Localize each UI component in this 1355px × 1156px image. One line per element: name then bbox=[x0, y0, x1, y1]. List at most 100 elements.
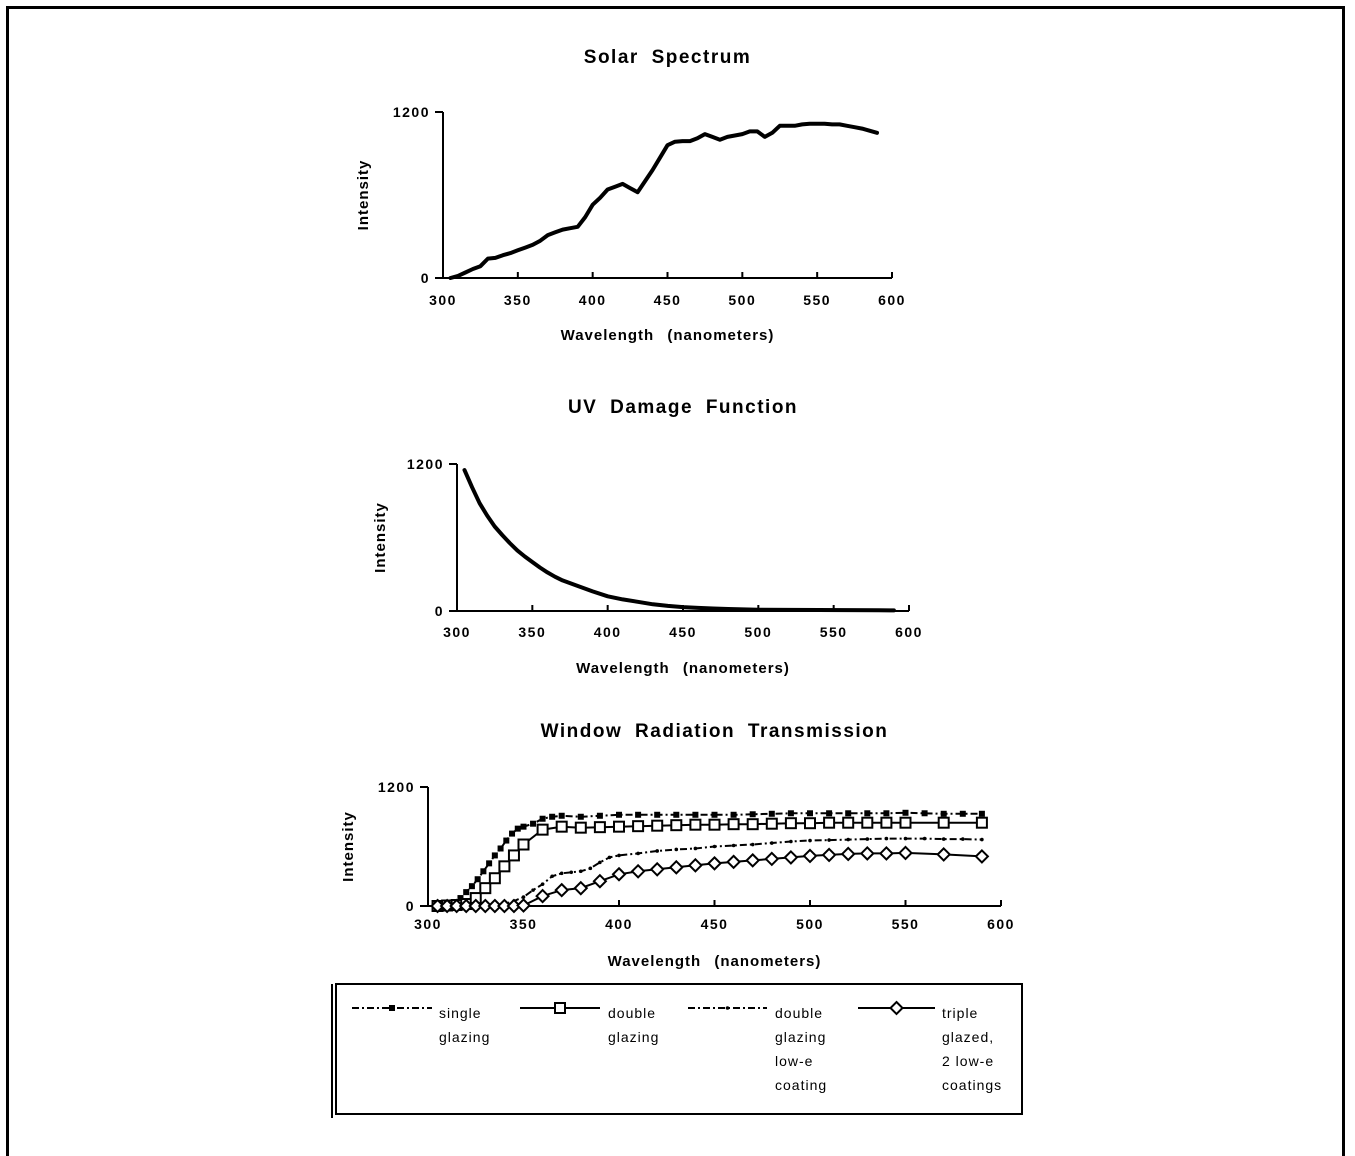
data-point bbox=[903, 836, 908, 841]
chart-1: Solar Spectrum 300 350 400 450 500 550 600 0 1200… bbox=[355, 47, 906, 344]
data-point bbox=[707, 855, 722, 871]
data-point bbox=[491, 852, 498, 859]
legend: single glazing double glazing double glazing l… bbox=[331, 983, 1023, 1118]
data-point bbox=[651, 819, 664, 832]
legend-swatch-marker bbox=[889, 1000, 904, 1016]
data-point bbox=[520, 823, 527, 830]
data-point bbox=[439, 898, 455, 914]
data-point bbox=[921, 810, 928, 817]
data-point bbox=[859, 846, 875, 861]
x-tick-label: 500 bbox=[796, 916, 824, 932]
y-tick-label: 1200 bbox=[393, 104, 430, 120]
data-point bbox=[880, 816, 893, 829]
legend-label: coatings bbox=[942, 1077, 1002, 1093]
data-point bbox=[458, 898, 474, 914]
data-point bbox=[940, 810, 947, 817]
data-point bbox=[503, 837, 510, 844]
data-point bbox=[535, 888, 551, 904]
x-tick-label: 300 bbox=[429, 292, 457, 308]
x-tick-label: 500 bbox=[744, 624, 772, 640]
chart-title: UV Damage Function bbox=[568, 397, 798, 418]
data-point bbox=[598, 860, 602, 865]
x-tick-label: 400 bbox=[605, 916, 633, 932]
data-point bbox=[975, 816, 988, 829]
data-point bbox=[765, 817, 778, 830]
data-point bbox=[613, 820, 625, 833]
data-point bbox=[516, 898, 531, 913]
data-point bbox=[898, 845, 913, 861]
data-point bbox=[692, 811, 699, 818]
data-point bbox=[509, 830, 516, 837]
x-axis-label: Wavelength (nanometers) bbox=[561, 327, 775, 344]
figure-frame bbox=[6, 6, 1345, 1156]
data-point bbox=[821, 847, 837, 863]
data-point bbox=[731, 843, 736, 848]
data-point bbox=[727, 818, 740, 831]
data-point bbox=[783, 849, 799, 865]
data-point bbox=[468, 883, 475, 890]
data-point bbox=[804, 817, 816, 830]
data-point bbox=[479, 882, 492, 895]
x-tick-label: 550 bbox=[820, 624, 848, 640]
data-point bbox=[689, 818, 702, 831]
legend-label: low-e bbox=[775, 1053, 813, 1069]
data-point bbox=[530, 820, 537, 827]
x-axis-label: Wavelength (nanometers) bbox=[608, 953, 822, 970]
data-point bbox=[569, 870, 574, 875]
data-point bbox=[750, 842, 755, 847]
x-tick-label: 500 bbox=[728, 292, 756, 308]
data-point bbox=[573, 880, 589, 896]
x-tick-label: 400 bbox=[594, 624, 622, 640]
legend-label: glazed, bbox=[942, 1029, 994, 1045]
x-tick-label: 350 bbox=[518, 624, 546, 640]
data-point bbox=[670, 819, 683, 832]
legend-item-1: single glazing bbox=[352, 1005, 489, 1045]
data-point bbox=[884, 836, 889, 841]
data-point bbox=[978, 810, 985, 817]
data-point bbox=[474, 876, 481, 883]
legend-label: coating bbox=[775, 1077, 827, 1093]
x-tick-label: 600 bbox=[878, 292, 906, 308]
data-point bbox=[802, 848, 818, 864]
data-point bbox=[536, 823, 549, 836]
chart-3: Window Radiation Transmission 300 350 400 45… bbox=[340, 721, 1013, 970]
data-point bbox=[899, 816, 912, 829]
legend-label: 2 low-e bbox=[942, 1053, 994, 1069]
data-point bbox=[636, 851, 640, 856]
legend-label: triple bbox=[942, 1005, 978, 1021]
data-point bbox=[579, 869, 583, 874]
data-point bbox=[693, 846, 698, 851]
y-tick-label: 1200 bbox=[407, 456, 444, 472]
y-tick-label: 1200 bbox=[378, 779, 415, 795]
data-point bbox=[789, 839, 793, 844]
legend-item-3: double glazing low-e coating bbox=[688, 1005, 827, 1093]
data-point bbox=[496, 898, 512, 914]
y-tick-label: 0 bbox=[421, 270, 430, 286]
data-point bbox=[980, 837, 984, 842]
legend-label: glazing bbox=[608, 1029, 659, 1045]
data-point bbox=[577, 813, 584, 820]
x-tick-label: 400 bbox=[579, 292, 607, 308]
data-point bbox=[974, 849, 990, 864]
data-point bbox=[449, 898, 465, 914]
data-point bbox=[846, 837, 850, 842]
data-point bbox=[674, 847, 679, 852]
data-point bbox=[941, 837, 946, 841]
x-tick-label: 300 bbox=[414, 916, 442, 932]
data-point bbox=[746, 818, 759, 831]
data-point bbox=[787, 810, 794, 817]
legend-label: single bbox=[439, 1005, 482, 1021]
data-point bbox=[726, 854, 742, 870]
y-tick-label: 0 bbox=[435, 603, 444, 619]
data-point bbox=[673, 811, 680, 818]
series-line bbox=[462, 468, 896, 613]
y-axis-label: Intensity bbox=[340, 811, 357, 882]
data-point bbox=[607, 855, 612, 860]
data-point bbox=[712, 844, 717, 849]
data-point bbox=[555, 820, 568, 833]
data-point bbox=[826, 810, 833, 817]
data-point bbox=[507, 849, 520, 862]
data-point bbox=[687, 857, 703, 873]
x-tick-label: 350 bbox=[504, 292, 532, 308]
